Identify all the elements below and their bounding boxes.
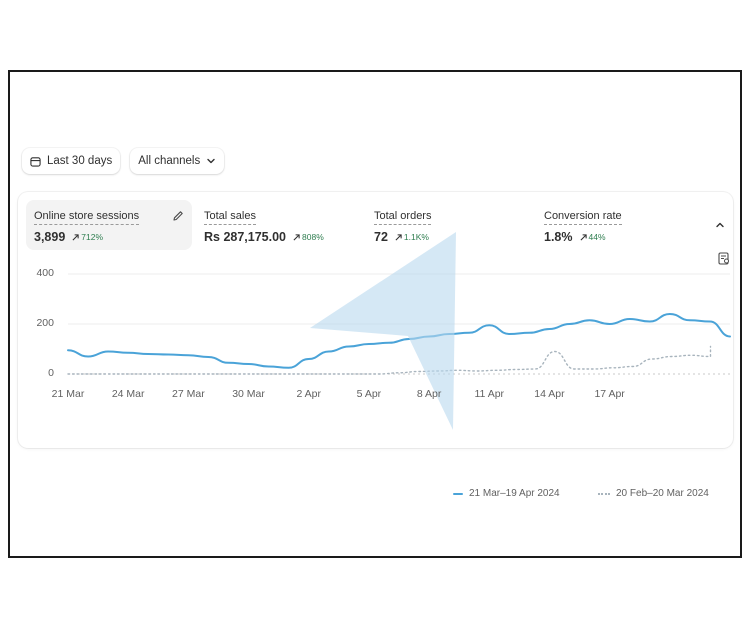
metric-conversion-rate[interactable]: Conversion rate 1.8% 44% xyxy=(536,200,702,250)
chevron-down-icon xyxy=(206,156,216,166)
metric-label: Conversion rate xyxy=(544,209,622,225)
legend-item-comparison[interactable]: 20 Feb–20 Mar 2024 xyxy=(598,488,709,499)
x-tick-label: 5 Apr xyxy=(356,388,382,400)
arrow-up-right-icon xyxy=(293,233,300,240)
filter-bar: Last 30 days All channels xyxy=(22,148,225,174)
y-tick-label: 200 xyxy=(36,317,54,329)
legend-label-current: 21 Mar–19 Apr 2024 xyxy=(469,488,560,499)
x-tick-label: 21 Mar xyxy=(51,388,85,400)
metric-label: Online store sessions xyxy=(34,209,140,225)
metric-change: 712% xyxy=(72,232,103,242)
metric-label: Total sales xyxy=(204,209,256,225)
x-tick-label: 27 Mar xyxy=(172,388,205,400)
screenshot-frame: Last 30 days All channels Online store s… xyxy=(8,70,742,558)
channels-dropdown[interactable]: All channels xyxy=(130,148,225,174)
comparison-series-line xyxy=(67,345,712,375)
x-tick-label: 14 Apr xyxy=(534,388,565,400)
metric-change-value: 44% xyxy=(588,232,606,242)
metric-change-value: 712% xyxy=(81,232,104,242)
solid-line-swatch xyxy=(453,492,463,495)
pencil-icon[interactable] xyxy=(172,209,184,227)
sessions-line-chart xyxy=(67,273,731,375)
x-tick-label: 11 Apr xyxy=(474,388,505,400)
x-tick-label: 8 Apr xyxy=(416,388,442,400)
metric-change: 44% xyxy=(580,232,606,242)
metric-value: 3,899 xyxy=(34,230,66,244)
metric-value: 1.8% xyxy=(544,230,573,244)
current-series-line xyxy=(67,312,731,369)
date-range-button[interactable]: Last 30 days xyxy=(22,148,121,174)
arrow-up-right-icon xyxy=(72,233,79,240)
metric-value: Rs 287,175.00 xyxy=(204,230,287,244)
y-tick-label: 400 xyxy=(36,267,54,279)
metric-online-store-sessions[interactable]: Online store sessions 3,899 712% xyxy=(26,200,192,250)
legend-label-comparison: 20 Feb–20 Mar 2024 xyxy=(616,488,709,499)
arrow-up-right-icon xyxy=(580,233,587,240)
x-tick-label: 24 Mar xyxy=(111,388,145,400)
x-tick-label: 2 Apr xyxy=(296,388,321,400)
export-icon[interactable] xyxy=(718,252,730,270)
dotted-line-swatch xyxy=(598,492,610,495)
x-tick-label: 17 Apr xyxy=(594,388,625,400)
date-range-label: Last 30 days xyxy=(47,155,113,167)
y-tick-label: 0 xyxy=(48,367,54,379)
channels-label: All channels xyxy=(138,155,201,167)
calendar-icon xyxy=(30,156,41,167)
metric-label: Total orders xyxy=(374,209,432,225)
legend-item-current[interactable]: 21 Mar–19 Apr 2024 xyxy=(453,488,560,499)
x-tick-label: 30 Mar xyxy=(232,388,265,400)
chevron-up-icon[interactable] xyxy=(715,217,725,235)
